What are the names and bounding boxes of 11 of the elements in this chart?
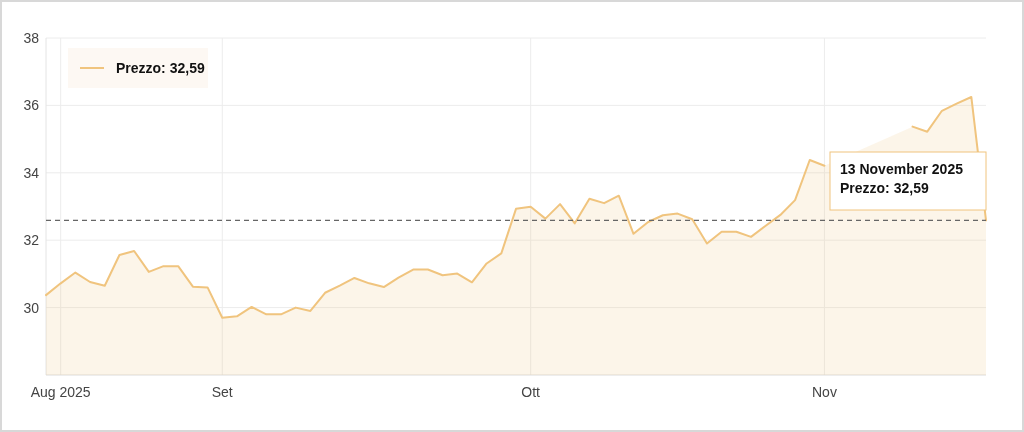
y-tick-label: 38 bbox=[23, 29, 40, 46]
y-tick-label: 34 bbox=[23, 164, 40, 181]
y-tick-label: 32 bbox=[23, 232, 40, 249]
x-tick-label: Nov bbox=[811, 384, 837, 400]
x-tick-label: Aug 2025 bbox=[30, 384, 91, 400]
annotation: 13 November 2025 Prezzo: 32,59 bbox=[840, 161, 964, 196]
y-tick-label: 30 bbox=[23, 299, 40, 316]
y-tick-label: 36 bbox=[23, 97, 40, 114]
legend-label: Prezzo: 32,59 bbox=[116, 59, 205, 76]
x-tick-label: Set bbox=[211, 384, 233, 400]
x-tick-label: Ott bbox=[521, 384, 541, 400]
